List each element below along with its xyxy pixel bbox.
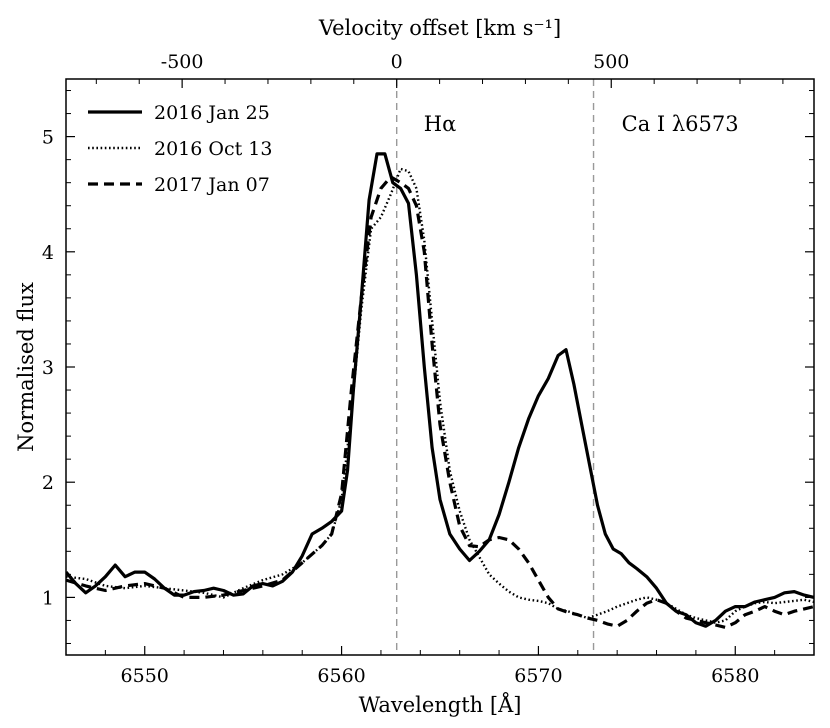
y-tick-label: 1: [42, 587, 54, 609]
x-tick-label: 6570: [514, 665, 562, 687]
legend-label-2: 2017 Jan 07: [154, 174, 270, 196]
y-tick-label: 2: [42, 472, 54, 494]
x-axis-label: Wavelength [Å]: [359, 692, 522, 717]
annotation-0: Hα: [424, 112, 457, 136]
annotation-1: Ca I λ6573: [622, 112, 739, 136]
legend-label-0: 2016 Jan 25: [154, 102, 270, 124]
legend: 2016 Jan 25 2016 Oct 13 2017 Jan 07: [88, 102, 272, 196]
annotations: Hα Ca I λ6573: [424, 112, 739, 136]
series-lines: [66, 152, 814, 629]
y-tick-label: 5: [42, 127, 54, 149]
y-axis-label: Normalised flux: [14, 282, 38, 452]
series-line-2: [66, 175, 814, 629]
legend-label-1: 2016 Oct 13: [154, 138, 272, 160]
x-tick-label: 6550: [121, 665, 169, 687]
x-tick-label: 6560: [317, 665, 365, 687]
y-tick-label: 4: [42, 242, 54, 264]
reference-lines: [395, 79, 595, 655]
top-tick-label: -500: [161, 51, 204, 73]
plot-frame: [65, 78, 815, 656]
series-line-1: [66, 167, 814, 624]
series-line-0: [66, 152, 814, 628]
top-tick-label: 0: [391, 51, 403, 73]
top-tick-label: 500: [593, 51, 629, 73]
ticks: 6550 6560 6570 6580 1 2 3 4 5 -500 0 500: [42, 51, 815, 687]
x-tick-label: 6580: [711, 665, 759, 687]
top-axis-label: Velocity offset [km s⁻¹]: [318, 16, 561, 40]
y-tick-label: 3: [42, 357, 54, 379]
